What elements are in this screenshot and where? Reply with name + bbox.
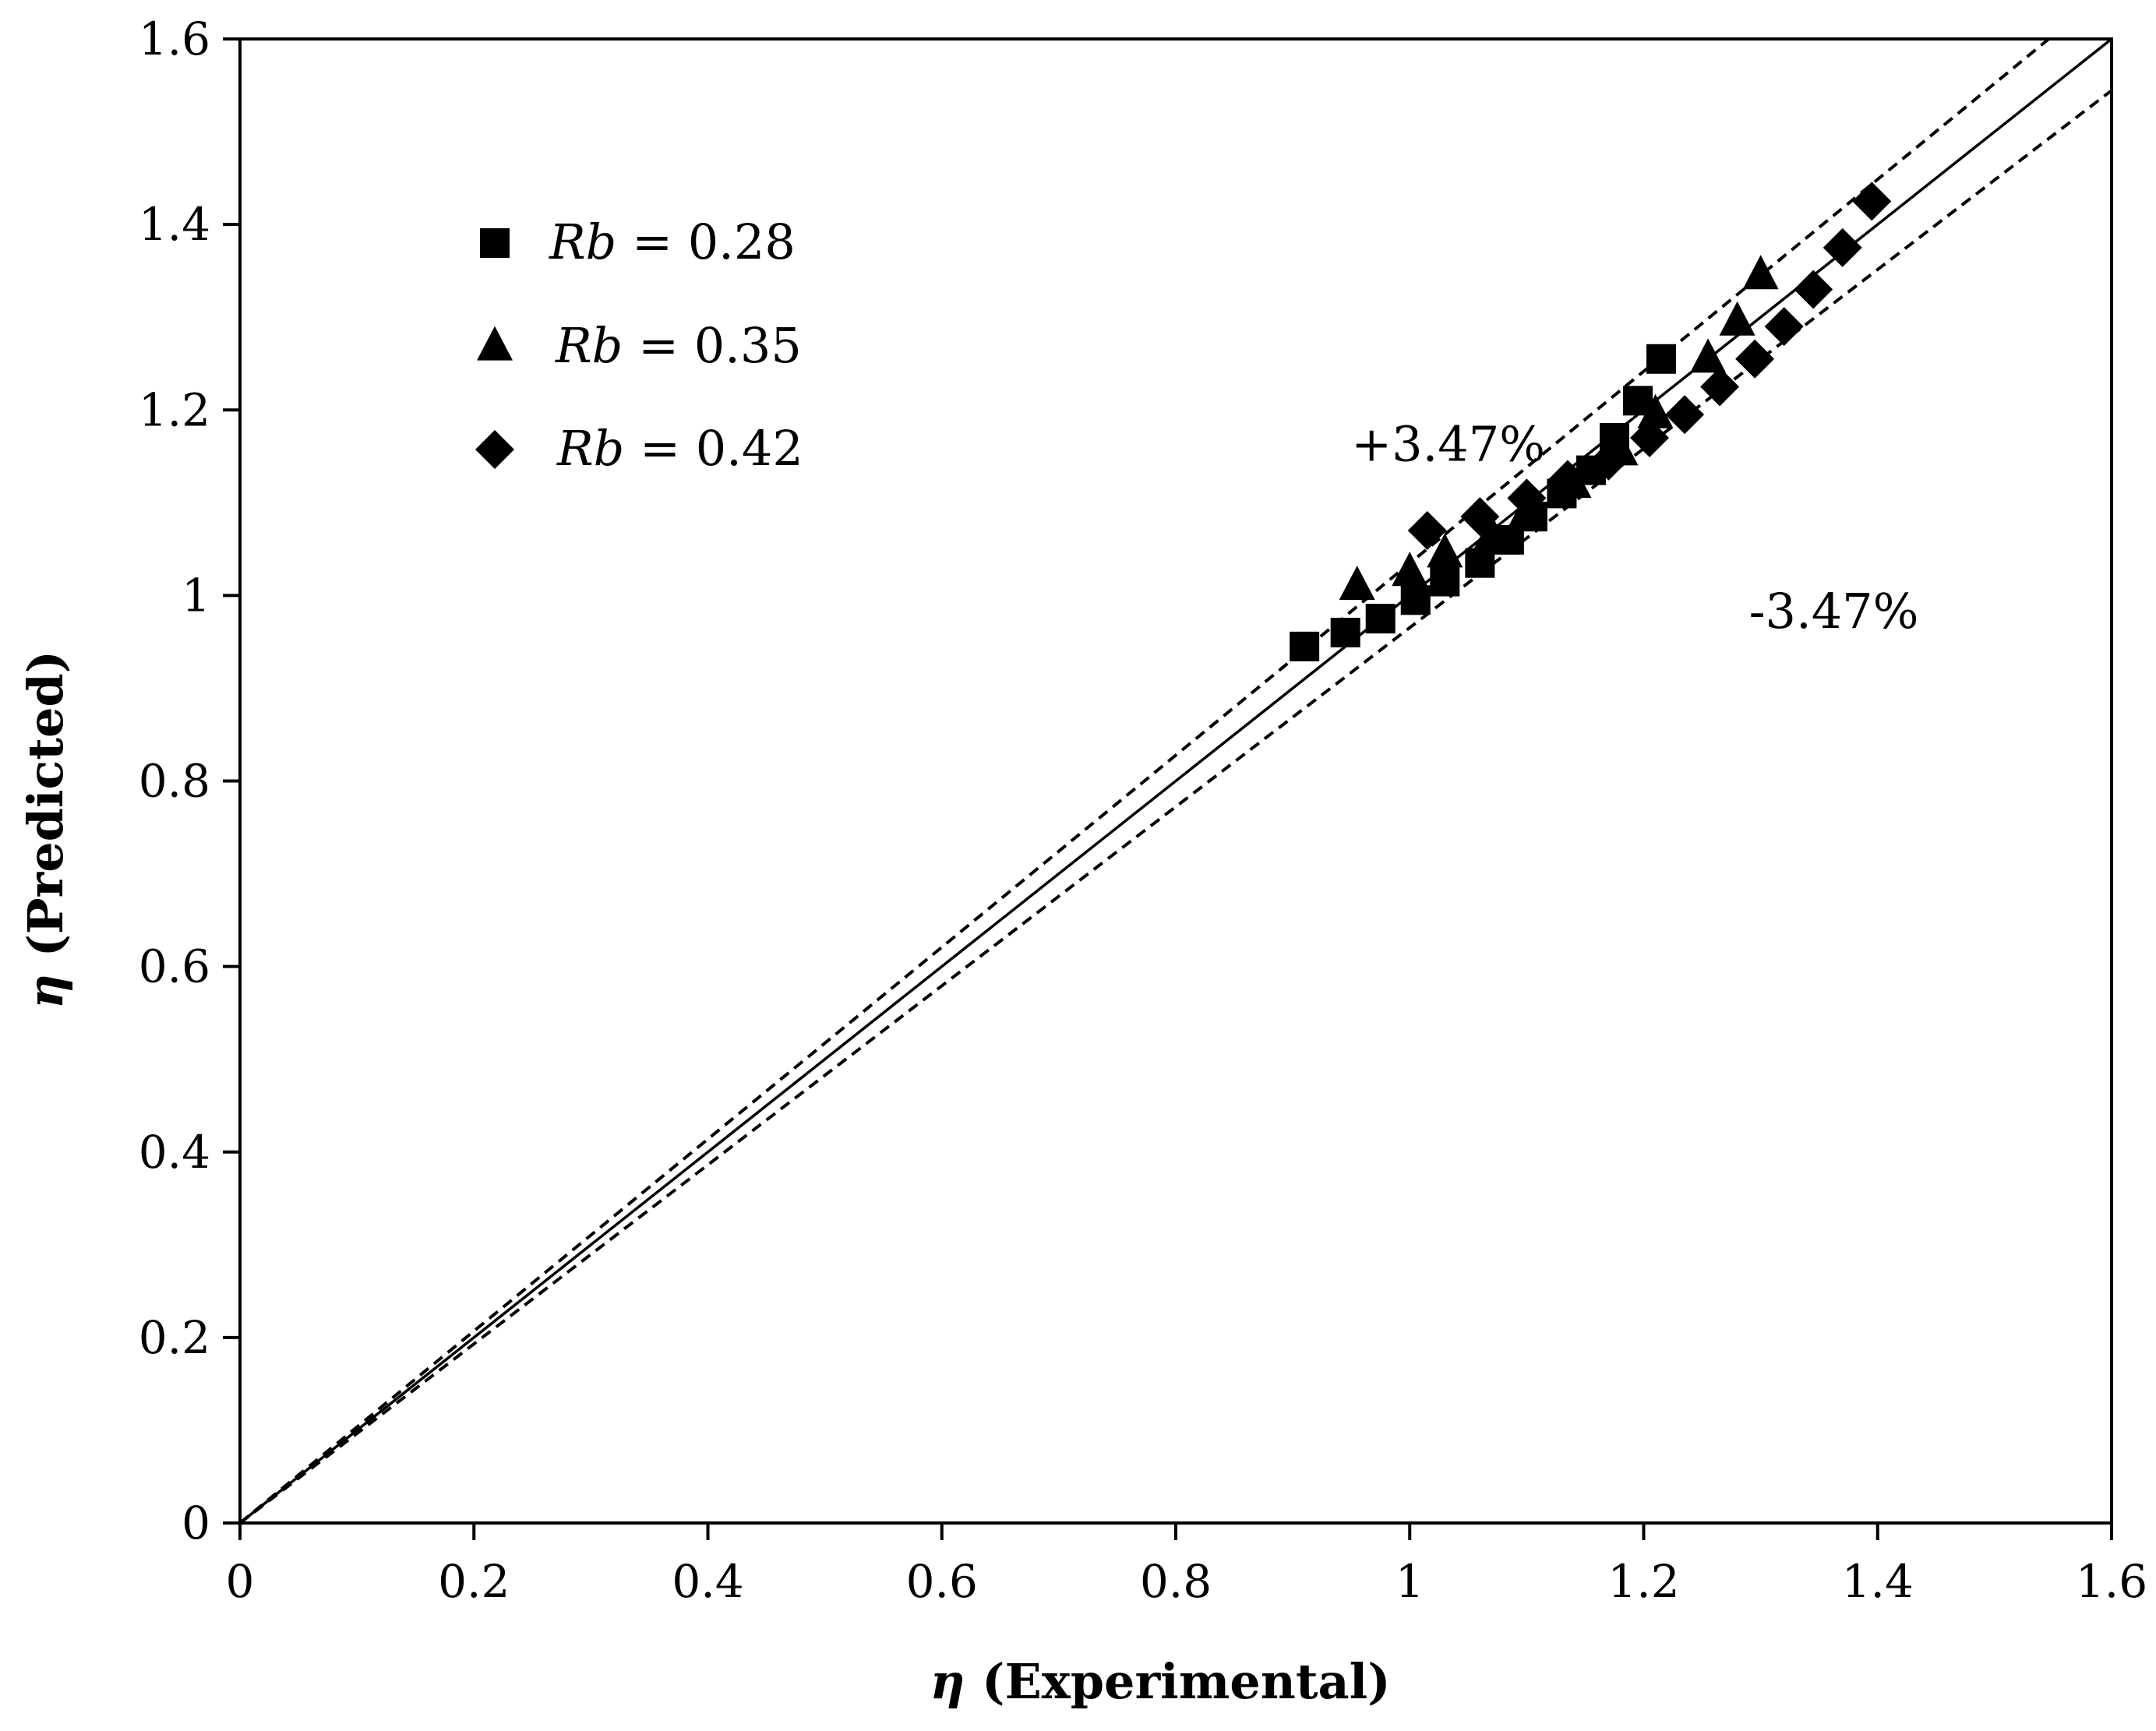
y-tick-label: 0.8 [139,755,210,808]
series-diamond [1407,182,1892,551]
data-points [1290,182,1892,661]
legend-marker-diamond [475,430,514,469]
data-point-diamond [1823,227,1862,267]
data-point-diamond [1665,395,1705,435]
data-point-diamond [1794,270,1833,309]
y-axis-title: η (Predicted) [17,650,74,1009]
data-point-diamond [1507,478,1547,518]
data-point-square [1430,566,1460,597]
data-point-triangle [1690,338,1727,373]
data-point-triangle [1742,255,1779,290]
data-point-square [1646,344,1677,374]
data-point-diamond [1630,418,1670,457]
x-tick-label: 0 [226,1555,255,1608]
annotation-label: -3.47% [1749,583,1919,640]
y-tick-label: 1.6 [139,12,210,65]
legend-label-variable: Rb [549,213,616,270]
legend-label-value: = 0.35 [623,317,801,374]
x-axis-title: η (Experimental) [930,1653,1390,1710]
annotation-label: +3.47% [1351,416,1545,473]
data-point-square [1400,585,1431,615]
data-point-diamond [1547,460,1587,499]
y-tick-label: 1 [182,569,210,622]
data-point-square [1365,604,1396,634]
x-tick-label: 1.6 [2076,1555,2147,1608]
legend-item-diamond: Rb = 0.42 [475,420,803,477]
series-triangle [1339,255,1779,601]
data-point-diamond [1764,307,1804,347]
legend-label-variable: Rb [556,420,624,477]
y-tick-label: 0.6 [139,940,210,993]
data-point-diamond [1589,441,1628,481]
y-tick-label: 0 [182,1497,210,1549]
reference-lines [240,39,2112,1523]
data-point-diamond [1852,182,1892,221]
legend-label-value: = 0.42 [624,420,803,477]
data-point-diamond [1460,497,1500,537]
legend-label-variable: Rb [555,317,623,374]
x-tick-label: 1.4 [1842,1555,1914,1608]
x-tick-label: 0.4 [672,1555,743,1608]
y-tick-label: 1.4 [139,198,210,251]
data-point-square [1465,548,1495,578]
x-tick-label: 0.2 [438,1555,510,1608]
data-point-triangle [1392,552,1428,587]
reference-line-upper [240,39,2050,1523]
y-tick-label: 1.2 [139,383,210,436]
legend-label: Rb = 0.28 [549,213,796,270]
y-tick-label: 0.4 [139,1126,210,1179]
legend-item-square: Rb = 0.28 [480,213,796,270]
x-tick-label: 1.2 [1607,1555,1679,1608]
y-axis-title-symbol: η [17,974,74,1009]
x-axis-title-text: (Experimental) [965,1653,1391,1710]
data-point-diamond [1407,511,1447,551]
x-tick-label: 1 [1396,1555,1424,1608]
data-point-triangle [1339,566,1375,601]
legend-label-value: = 0.28 [616,213,795,270]
reference-line-lower [240,89,2112,1523]
annotations: +3.47% -3.47% [1351,416,1918,640]
y-tick-label: 0.2 [139,1311,210,1364]
legend-label: Rb = 0.42 [556,420,803,477]
data-point-triangle [1473,514,1510,549]
data-point-triangle [1719,301,1755,336]
legend-marker-triangle [477,326,513,361]
legend-marker-square [480,228,510,258]
axis-ticks: 0 0.2 0.4 0.6 0.8 1 1.2 1.4 1.6 0 0.2 0.4 0.6 0.8 1 1.2… [139,12,2147,1608]
legend-label: Rb = 0.35 [555,317,802,374]
data-point-square [1290,631,1320,661]
data-point-triangle [1427,533,1463,568]
y-axis-title-text: (Predicted) [17,650,74,974]
reference-line-parity [240,39,2112,1523]
x-axis-title-symbol: η [930,1653,965,1710]
data-point-square [1330,618,1360,647]
data-point-diamond [1735,339,1775,379]
x-tick-label: 0.6 [906,1555,978,1608]
data-point-triangle [1637,393,1674,428]
x-tick-label: 0.8 [1140,1555,1212,1608]
legend-item-triangle: Rb = 0.35 [477,317,802,374]
data-point-diamond [1700,367,1740,407]
